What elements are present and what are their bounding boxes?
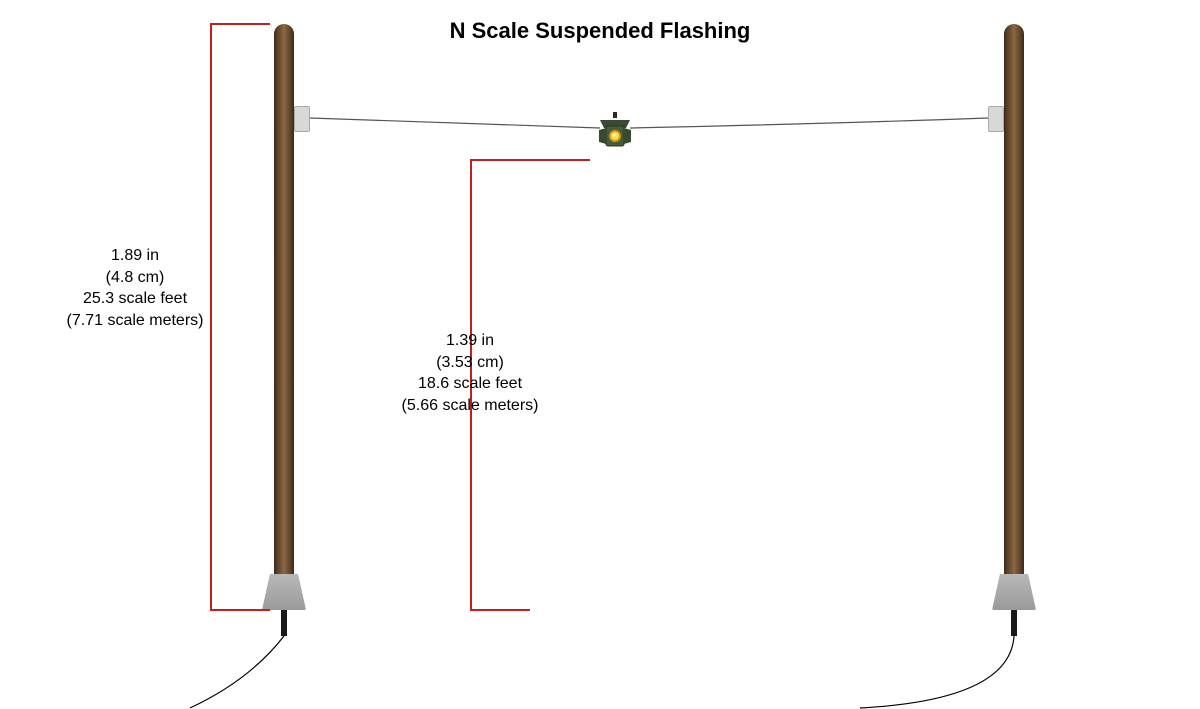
measurement-outer-scale-m: (7.71 scale meters)	[55, 310, 215, 332]
diagram-title: N Scale Suspended Flashing	[450, 18, 751, 44]
dimension-tick-inner-top	[470, 159, 590, 161]
left-pin	[281, 610, 287, 636]
measurement-outer: 1.89 in (4.8 cm) 25.3 scale feet (7.71 s…	[55, 245, 215, 331]
suspension-wire-left	[310, 118, 600, 128]
lead-wire-right	[860, 636, 1014, 708]
measurement-inner-scale-ft: 18.6 scale feet	[385, 373, 555, 395]
lead-wire-left	[190, 636, 284, 708]
measurement-outer-cm: (4.8 cm)	[55, 267, 215, 289]
measurement-inner-in: 1.39 in	[385, 330, 555, 352]
dimension-tick-outer-top	[210, 23, 270, 25]
right-bracket	[988, 106, 1004, 132]
left-bracket	[294, 106, 310, 132]
dimension-tick-outer-bottom	[210, 609, 270, 611]
dimension-tick-inner-bottom	[470, 609, 530, 611]
measurement-outer-scale-ft: 25.3 scale feet	[55, 288, 215, 310]
left-pole	[274, 24, 294, 574]
suspension-wire-right	[630, 118, 988, 128]
left-pole-base	[262, 574, 306, 610]
right-pin	[1011, 610, 1017, 636]
measurement-inner: 1.39 in (3.53 cm) 18.6 scale feet (5.66 …	[385, 330, 555, 416]
measurement-outer-in: 1.89 in	[55, 245, 215, 267]
measurement-inner-cm: (3.53 cm)	[385, 352, 555, 374]
measurement-inner-scale-m: (5.66 scale meters)	[385, 395, 555, 417]
right-pole-base	[992, 574, 1036, 610]
suspended-signal	[596, 112, 634, 154]
right-pole	[1004, 24, 1024, 574]
